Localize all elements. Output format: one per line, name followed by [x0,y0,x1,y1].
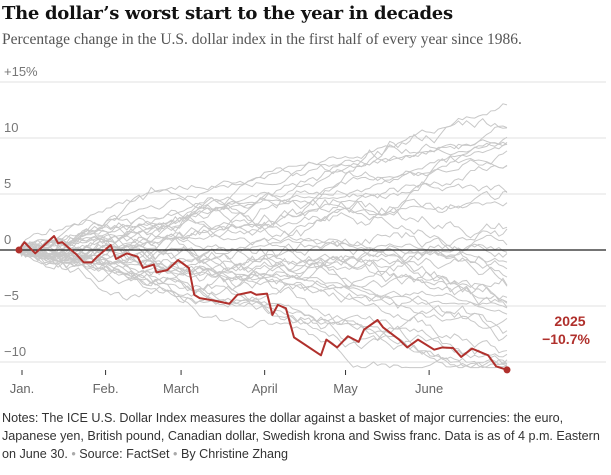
x-tick-label: Feb. [93,381,119,396]
other-year-line [18,249,508,315]
other-year-line [18,249,508,329]
other-year-line [18,181,508,251]
end-value-label: −10.7% [542,331,590,347]
y-tick-label: 10 [4,120,18,135]
other-year-line [18,150,508,251]
chart-subtitle: Percentage change in the U.S. dollar ind… [2,31,522,48]
other-years-lines [18,103,508,369]
y-tick-label: −10 [4,344,26,359]
other-year-line [18,249,508,369]
y-tick-label: 0 [4,232,11,247]
x-tick-label: June [415,381,443,396]
other-year-line [18,229,508,301]
other-year-line [18,117,508,256]
other-year-line [18,240,508,304]
chart-plot: +15% 10 5 0 −5 −10 Jan. Feb. March April May June 20… [0,64,606,396]
x-tick-label: Jan. [10,381,35,396]
other-year-line [18,228,508,334]
other-year-line [18,125,508,260]
line-2025 [18,235,508,371]
x-tick-label: May [333,381,358,396]
chart-title: The dollar’s worst start to the year in … [2,3,453,24]
y-tick-label: −5 [4,288,19,303]
other-year-line [18,201,508,260]
source: Source: FactSet [79,447,170,461]
other-year-line [18,249,508,365]
other-year-line [18,245,508,369]
y-tick-label: +15% [4,64,38,79]
x-tick-label: April [252,381,278,396]
x-tick-label: March [163,381,199,396]
start-point [15,246,23,254]
other-year-line [18,139,508,260]
byline: By Christine Zhang [180,447,289,461]
other-year-line [18,136,508,251]
other-year-line [18,155,508,263]
other-year-line [18,143,508,251]
notes-text: Notes: The ICE U.S. Dollar Index measure… [2,411,600,461]
other-year-line [18,241,508,342]
end-point [503,366,511,374]
other-year-line [18,245,508,354]
notes: Notes: The ICE U.S. Dollar Index measure… [2,411,600,461]
other-year-line [18,249,508,309]
y-tick-label: 5 [4,176,11,191]
other-year-line [18,190,508,251]
series-label: 2025 [554,313,585,329]
